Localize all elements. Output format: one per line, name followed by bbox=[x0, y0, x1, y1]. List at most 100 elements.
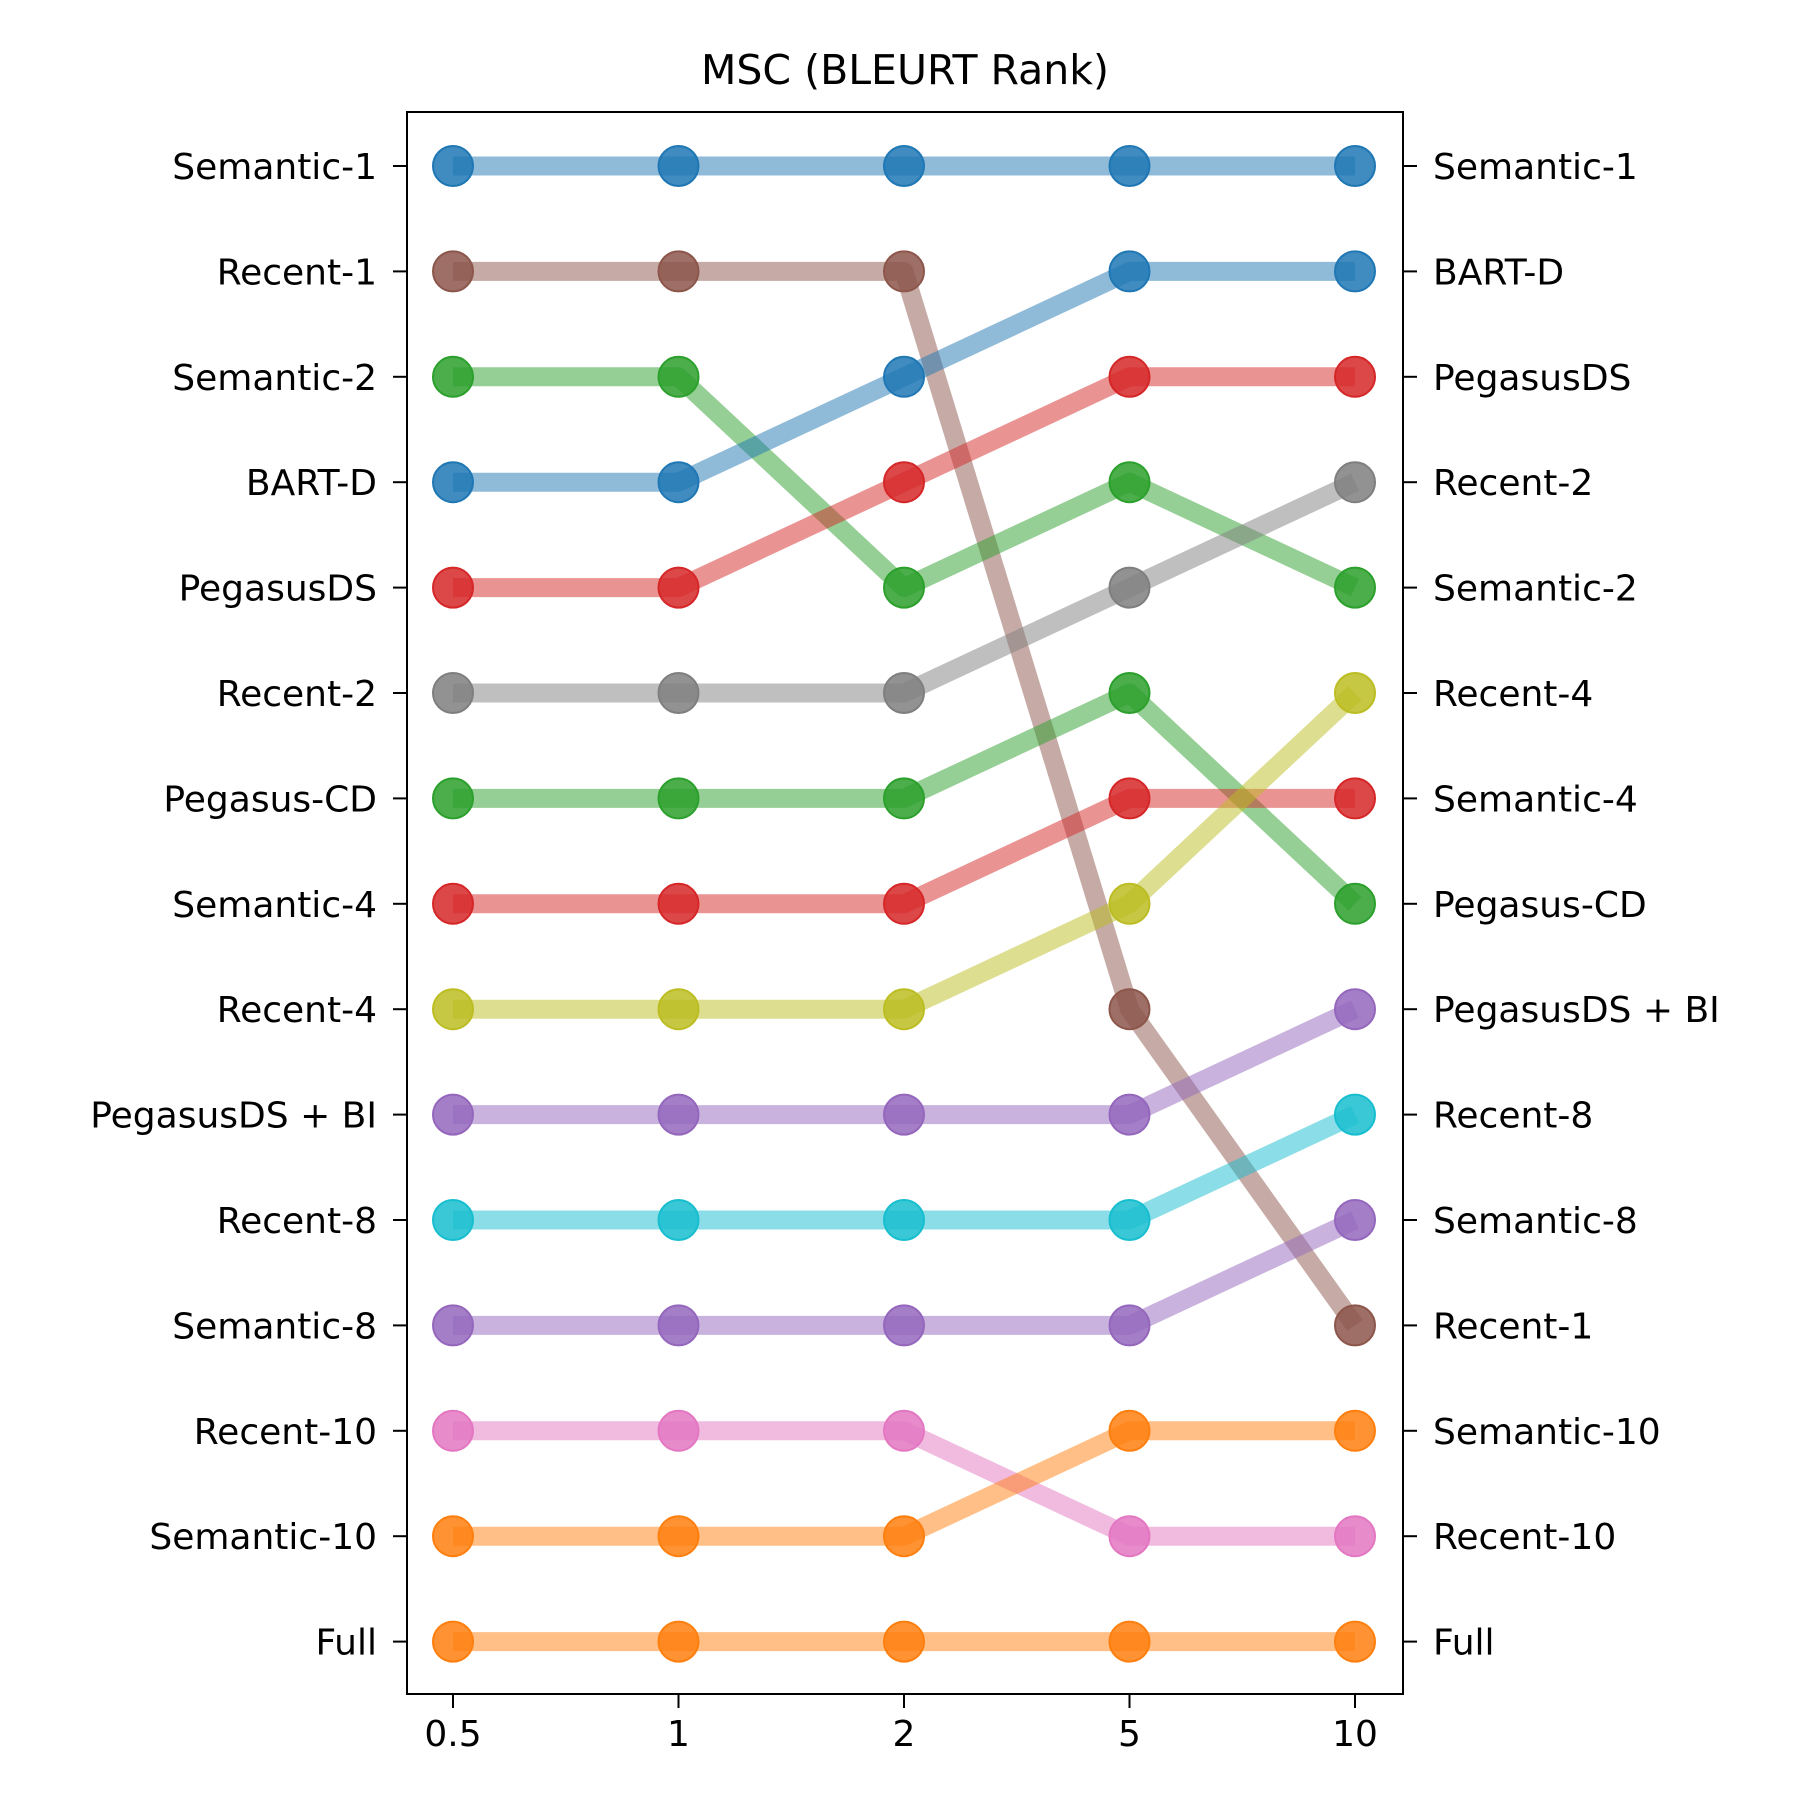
series-point bbox=[1334, 250, 1376, 293]
left-tick-label: Recent-8 bbox=[217, 1201, 377, 1242]
series-point bbox=[657, 566, 700, 609]
series-point bbox=[432, 145, 474, 187]
series-point bbox=[1108, 1304, 1151, 1347]
series-point bbox=[1334, 355, 1376, 398]
series-point bbox=[1108, 1409, 1151, 1452]
left-tick-label: PegasusDS bbox=[179, 569, 377, 610]
series-point bbox=[432, 461, 474, 504]
series-point bbox=[432, 672, 474, 714]
right-tick-label: Semantic-10 bbox=[1433, 1412, 1661, 1453]
left-tick-label: Semantic-2 bbox=[172, 358, 377, 399]
series-point bbox=[432, 1093, 474, 1136]
series-point bbox=[883, 1620, 925, 1663]
left-tick-label: Recent-2 bbox=[217, 674, 377, 715]
right-tick-label: Recent-10 bbox=[1433, 1517, 1616, 1558]
series-point bbox=[883, 1409, 925, 1452]
right-tick-label: Pegasus-CD bbox=[1433, 885, 1647, 926]
series-point bbox=[657, 145, 700, 187]
series-point bbox=[1334, 1515, 1376, 1558]
left-tick-label: Recent-1 bbox=[217, 252, 377, 293]
series-point bbox=[1334, 566, 1376, 609]
series-point bbox=[1334, 988, 1376, 1031]
left-tick-label: Semantic-4 bbox=[172, 885, 377, 926]
series-point bbox=[657, 1620, 700, 1663]
x-tick-label: 1 bbox=[667, 1714, 690, 1755]
series-point bbox=[657, 1093, 700, 1136]
series-point bbox=[1108, 1515, 1151, 1558]
right-tick-label: Semantic-4 bbox=[1433, 779, 1638, 820]
left-tick-label: Semantic-1 bbox=[172, 147, 377, 188]
series-point bbox=[1334, 777, 1376, 820]
left-tick-label: PegasusDS + BI bbox=[90, 1096, 377, 1137]
series-point bbox=[883, 777, 925, 820]
series-14 bbox=[432, 1409, 1376, 1558]
series-point bbox=[1334, 1304, 1376, 1347]
series-point bbox=[657, 777, 700, 820]
left-tick-label: Semantic-8 bbox=[172, 1306, 377, 1347]
series-point bbox=[1334, 1093, 1376, 1136]
series-point bbox=[657, 1304, 700, 1347]
series-point bbox=[1334, 1620, 1376, 1663]
series-point bbox=[657, 672, 700, 714]
series-point bbox=[432, 566, 474, 609]
series-1 bbox=[432, 145, 1376, 187]
x-tick-label: 0.5 bbox=[424, 1714, 481, 1755]
series-point bbox=[1108, 1199, 1151, 1241]
right-tick-label: Full bbox=[1433, 1623, 1495, 1664]
series-point bbox=[1334, 145, 1376, 187]
series-point bbox=[657, 1409, 700, 1452]
series-7 bbox=[432, 672, 1376, 925]
series-point bbox=[432, 882, 474, 925]
right-tick-label: Recent-4 bbox=[1433, 674, 1593, 715]
series-point bbox=[1334, 672, 1376, 714]
series-point bbox=[432, 250, 474, 293]
series-point bbox=[1334, 461, 1376, 504]
series-point bbox=[883, 145, 925, 187]
series-point bbox=[1108, 566, 1151, 609]
series-point bbox=[432, 1409, 474, 1452]
right-tick-label: Recent-2 bbox=[1433, 463, 1593, 504]
series-point bbox=[1108, 355, 1151, 398]
series-point bbox=[1334, 882, 1376, 925]
series-point bbox=[883, 988, 925, 1031]
series-layer bbox=[432, 145, 1376, 1663]
series-point bbox=[1108, 777, 1151, 820]
series-point bbox=[432, 1199, 474, 1241]
right-tick-label: Semantic-2 bbox=[1433, 569, 1638, 610]
left-tick-label: Pegasus-CD bbox=[163, 779, 377, 820]
series-point bbox=[1108, 882, 1151, 925]
series-8 bbox=[432, 777, 1376, 925]
series-point bbox=[883, 672, 925, 714]
series-13 bbox=[432, 1409, 1376, 1558]
series-point bbox=[657, 988, 700, 1031]
series-point bbox=[432, 1515, 474, 1558]
series-point bbox=[1108, 1093, 1151, 1136]
left-tick-label: Recent-4 bbox=[217, 990, 377, 1031]
left-tick-label: Recent-10 bbox=[194, 1412, 377, 1453]
series-point bbox=[657, 882, 700, 925]
series-point bbox=[657, 461, 700, 504]
series-point bbox=[432, 355, 474, 398]
series-point bbox=[657, 250, 700, 293]
series-point bbox=[883, 566, 925, 609]
series-point bbox=[883, 355, 925, 398]
series-9 bbox=[432, 672, 1376, 1031]
series-point bbox=[432, 777, 474, 820]
series-point bbox=[883, 882, 925, 925]
series-2 bbox=[432, 250, 1376, 1347]
right-tick-label: Recent-1 bbox=[1433, 1306, 1593, 1347]
series-point bbox=[1108, 461, 1151, 504]
right-tick-label: PegasusDS + BI bbox=[1433, 990, 1720, 1031]
series-10 bbox=[432, 988, 1376, 1136]
series-point bbox=[1108, 672, 1151, 714]
series-point bbox=[432, 1304, 474, 1347]
series-15 bbox=[432, 1620, 1376, 1663]
series-3 bbox=[432, 355, 1376, 609]
right-tick-label: Semantic-1 bbox=[1433, 147, 1638, 188]
x-tick-label: 2 bbox=[893, 1714, 916, 1755]
series-point bbox=[1108, 145, 1151, 187]
x-axis: 0.5 1 2 5 10 bbox=[424, 1694, 1378, 1755]
series-point bbox=[883, 461, 925, 504]
series-point bbox=[657, 1199, 700, 1241]
series-point bbox=[883, 1515, 925, 1558]
